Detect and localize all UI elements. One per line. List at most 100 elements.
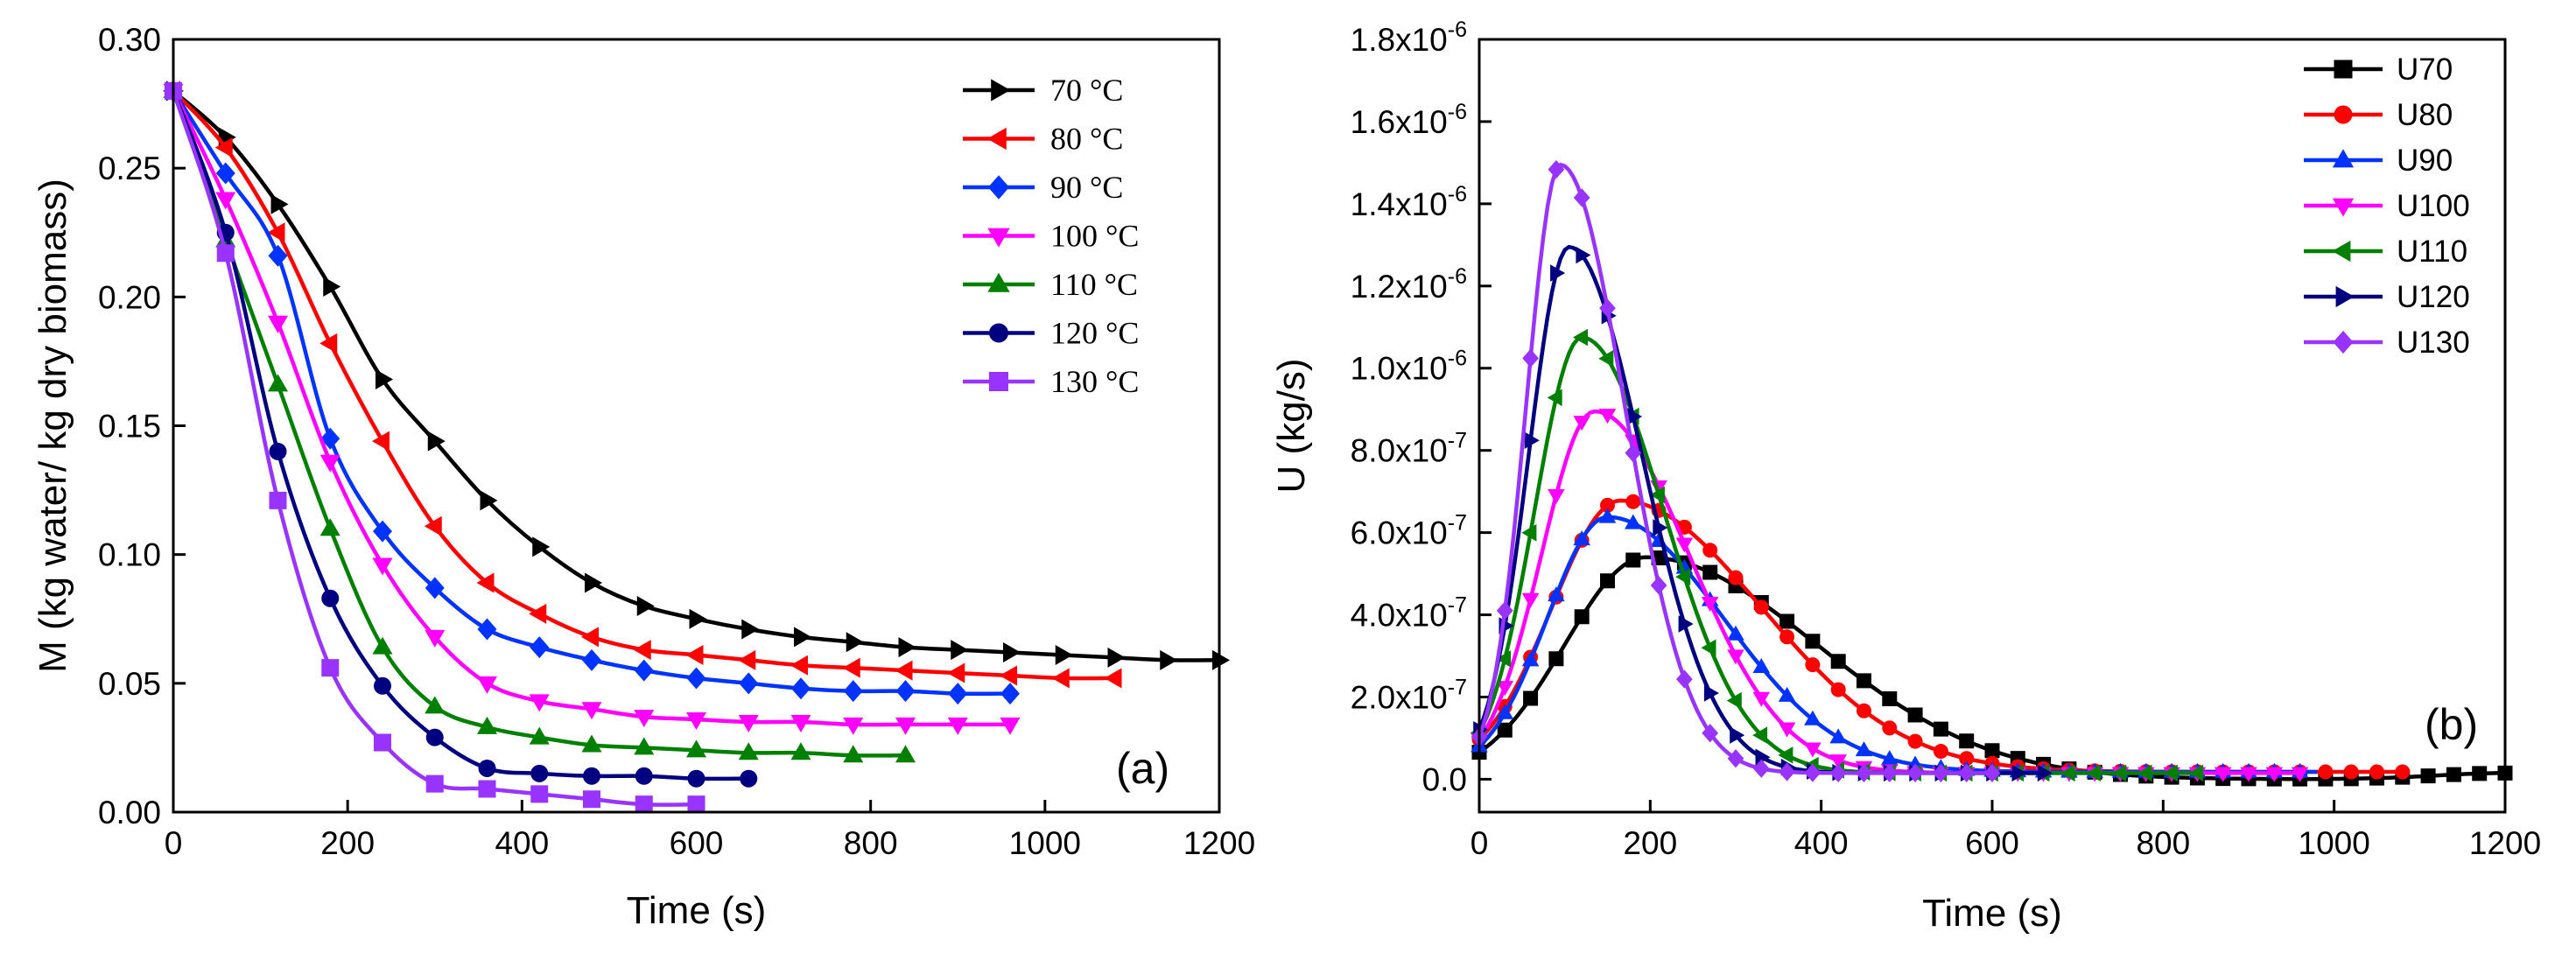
data-point-b xyxy=(1675,537,1694,553)
data-point-b xyxy=(1805,634,1821,649)
legend-label-a: 100 °C xyxy=(1050,219,1139,254)
legend-label-a: 120 °C xyxy=(1050,316,1139,351)
y-tick-label-b: 6.0x10-7 xyxy=(1351,511,1467,551)
data-point-a xyxy=(689,608,707,629)
data-point-b xyxy=(1598,508,1617,523)
legend-label-a: 80 °C xyxy=(1050,122,1123,157)
legend-marker-b xyxy=(2335,285,2355,308)
data-point-a xyxy=(424,515,442,536)
x-tick-label-b: 600 xyxy=(1965,825,2019,861)
data-point-a xyxy=(319,518,340,536)
data-point-b xyxy=(2318,764,2334,780)
data-point-b xyxy=(2395,764,2411,780)
y-tick-label-b: 4.0x10-7 xyxy=(1351,593,1467,634)
data-point-b xyxy=(1676,669,1693,689)
data-point-b xyxy=(1576,246,1591,264)
data-point-a xyxy=(633,640,651,661)
y-tick-label-a: 0.15 xyxy=(98,409,161,445)
data-point-a xyxy=(476,572,495,593)
y-tick-base-b: 1.6x10 xyxy=(1351,104,1448,140)
data-point-b xyxy=(1804,742,1821,758)
y-tick-exponent-b: -7 xyxy=(1448,675,1467,699)
legend-label-b: U80 xyxy=(2397,98,2453,132)
y-tick-base-b: 1.4x10 xyxy=(1351,186,1448,222)
legend-label-b: U70 xyxy=(2397,53,2453,87)
data-point-b xyxy=(1728,570,1744,585)
data-point-b xyxy=(1625,444,1642,463)
data-point-a xyxy=(634,659,654,682)
data-point-b xyxy=(1881,750,1899,766)
data-point-a xyxy=(529,726,550,745)
legend-marker-b xyxy=(2334,60,2353,79)
data-point-b xyxy=(1882,720,1898,736)
data-point-b xyxy=(1702,724,1719,743)
data-point-b xyxy=(1755,748,1771,767)
data-point-b xyxy=(1933,744,1948,760)
data-point-a xyxy=(790,714,811,732)
data-point-b xyxy=(1703,684,1719,702)
data-point-b xyxy=(1650,576,1667,595)
legend-marker-a xyxy=(986,127,1007,151)
data-point-b xyxy=(2240,767,2257,782)
series-a-3 xyxy=(163,83,1021,735)
data-point-a xyxy=(270,193,289,214)
y-tick-label-a: 0.25 xyxy=(98,151,161,186)
y-tick-label-b: 0.0 xyxy=(1422,761,1467,797)
data-point-a xyxy=(1003,642,1021,663)
data-point-b xyxy=(1726,691,1742,710)
data-point-a xyxy=(477,716,497,734)
data-point-b xyxy=(1496,601,1513,620)
data-point-a xyxy=(581,734,602,753)
data-point-a xyxy=(585,572,602,593)
data-point-a xyxy=(947,662,965,683)
data-point-a xyxy=(478,780,496,798)
legend-marker-a xyxy=(991,79,1011,102)
x-tick-label-a: 400 xyxy=(495,825,549,861)
data-point-a xyxy=(320,427,340,450)
data-point-a xyxy=(269,442,287,460)
data-point-b xyxy=(1522,348,1539,368)
x-tick-label-b: 0 xyxy=(1470,825,1489,861)
x-tick-label-b: 1200 xyxy=(2469,825,2541,861)
data-point-a xyxy=(741,619,760,640)
series-b-6 xyxy=(1470,160,2001,783)
data-point-b xyxy=(2446,767,2461,782)
data-point-b xyxy=(1752,759,1770,778)
data-point-b xyxy=(1882,691,1898,707)
y-tick-exponent-b: -6 xyxy=(1448,347,1467,371)
data-point-a xyxy=(529,694,550,712)
data-point-b xyxy=(1829,728,1847,744)
data-point-a xyxy=(268,374,288,392)
data-point-b xyxy=(1907,733,1923,749)
data-point-a xyxy=(480,490,498,511)
y-tick-label-a: 0.05 xyxy=(98,666,161,702)
series-a-2 xyxy=(164,80,1020,705)
data-point-a xyxy=(846,632,864,653)
data-point-b xyxy=(1600,497,1615,513)
data-point-a xyxy=(581,627,599,648)
legend-marker-a xyxy=(989,372,1008,391)
data-point-a xyxy=(686,739,706,758)
series-a-5 xyxy=(165,81,758,788)
series-line-b xyxy=(1478,409,2300,775)
data-point-a xyxy=(843,680,863,703)
data-point-b xyxy=(1678,615,1694,633)
data-point-a xyxy=(686,667,706,690)
data-point-a xyxy=(1104,668,1122,689)
data-point-a xyxy=(794,627,811,648)
data-point-b xyxy=(1521,651,1540,667)
data-point-a xyxy=(477,676,497,694)
y-tick-base-b: 1.2x10 xyxy=(1351,269,1448,305)
legend-label-a: 110 °C xyxy=(1050,267,1138,302)
series-b-2 xyxy=(1470,508,2318,778)
data-point-a xyxy=(583,767,600,785)
data-point-b xyxy=(2037,764,2053,782)
data-point-b xyxy=(2162,764,2178,782)
data-point-b xyxy=(1727,649,1744,665)
data-point-b xyxy=(1702,543,1718,558)
y-tick-label-b: 1.0x10-6 xyxy=(1351,347,1467,387)
series-a-6 xyxy=(165,81,705,814)
data-point-a xyxy=(685,644,704,665)
x-axis-label-b: Time (s) xyxy=(1922,892,2062,935)
